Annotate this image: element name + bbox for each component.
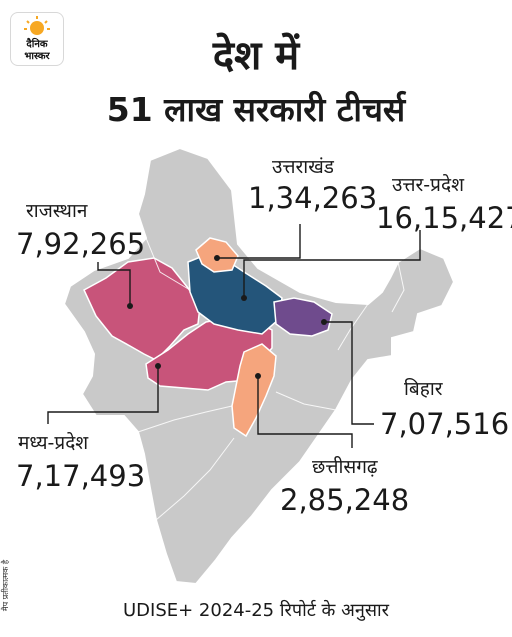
label-bihar: बिहार (404, 378, 443, 400)
leader-lines (47, 224, 421, 448)
page-title: देश में (212, 33, 300, 79)
logo-line2: भास्कर (24, 51, 50, 62)
value-chhattisgarh: 2,85,248 (280, 483, 410, 517)
leader-chhattisgarh (257, 376, 353, 448)
leader-uttar-pradesh (243, 230, 421, 298)
label-uttarakhand: उत्तराखंड (272, 156, 334, 178)
value-bihar: 7,07,516 (380, 407, 510, 441)
bihar-region (273, 297, 333, 337)
dainik-bhaskar-logo: दैनिक भास्कर (10, 12, 64, 66)
leader-rajasthan (97, 262, 131, 306)
leader-uttarakhand (217, 224, 301, 259)
label-madhya-pradesh: मध्य-प्रदेश (18, 432, 89, 454)
value-rajasthan: 7,92,265 (16, 227, 146, 261)
source-note: UDISE+ 2024-25 रिपोर्ट के अनुसार (122, 600, 390, 621)
value-madhya-pradesh: 7,17,493 (16, 459, 146, 493)
logo-line1: दैनिक (25, 37, 48, 50)
label-rajasthan: राजस्थान (26, 200, 88, 222)
value-uttar-pradesh: 16,15,427 (376, 201, 512, 235)
sun-logo-icon (24, 16, 50, 35)
value-uttarakhand: 1,34,263 (248, 181, 378, 215)
page-subtitle: 51 लाख सरकारी टीचर्स (106, 90, 406, 129)
rajasthan-region (83, 257, 201, 361)
chhattisgarh-region (231, 343, 277, 438)
state-borders (137, 237, 405, 521)
label-chhattisgarh: छत्तीसगढ़ (312, 456, 378, 478)
leader-madhya-pradesh (47, 366, 159, 424)
leader-dots (127, 255, 327, 379)
label-uttar-pradesh: उत्तर-प्रदेश (392, 174, 464, 196)
leader-bihar (324, 321, 374, 425)
